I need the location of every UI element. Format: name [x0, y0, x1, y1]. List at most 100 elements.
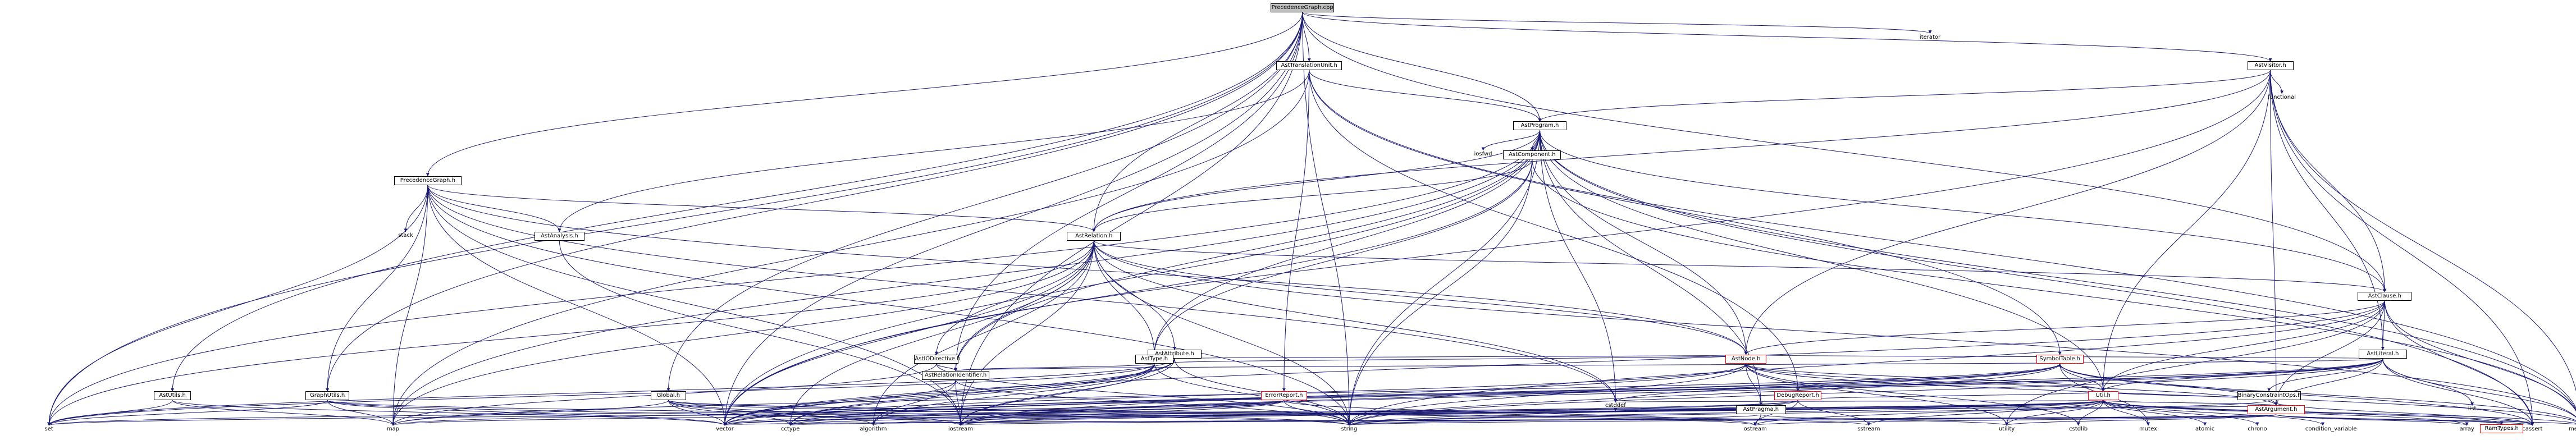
edge-precedencegraph-cpp-to-astvisitor-h: [1302, 12, 2272, 62]
node-astprogram-h[interactable]: AstProgram.h: [1513, 121, 1567, 131]
node-algorithm[interactable]: algorithm: [860, 426, 887, 432]
edge-astliteral-h-to-astrelationidentifier-h: [954, 358, 2383, 372]
edge-astvisitor-h-to-cassert: [2270, 70, 2534, 426]
node-astrelationidentifier-h[interactable]: AstRelationIdentifier.h: [922, 370, 989, 380]
edge-astpragma-h-to-utility: [1760, 414, 2008, 426]
node-chrono[interactable]: chrono: [2248, 426, 2267, 432]
node-astnode-h[interactable]: AstNode.h: [1725, 355, 1767, 364]
node-atomic[interactable]: atomic: [2195, 426, 2215, 432]
edge-debugreport-h-to-sstream: [1797, 400, 1871, 426]
edge-util-h-to-iostream: [959, 400, 2104, 426]
edge-astprogram-h-to-map: [391, 130, 1541, 426]
edge-binaryconstraintops-h-to-cassert: [2268, 400, 2534, 426]
node-cctype[interactable]: cctype: [780, 426, 800, 432]
node-util-h[interactable]: Util.h: [2088, 391, 2118, 401]
edge-astprogram-h-to-cstddef: [1540, 130, 1618, 403]
node-functional[interactable]: functional: [2268, 94, 2296, 100]
edge-asttranslationunit-h-to-astanalysis-h: [558, 70, 1310, 232]
node-asttype-h[interactable]: AstType.h: [1135, 355, 1174, 364]
node-cstddef[interactable]: cstddef: [1605, 402, 1626, 409]
node-graphutils-h[interactable]: GraphUtils.h: [305, 391, 349, 401]
edge-debugreport-h-to-iostream: [959, 400, 1798, 426]
node-cassert[interactable]: cassert: [2522, 426, 2543, 432]
node-global-h[interactable]: Global.h: [650, 391, 687, 401]
edge-astrelationidentifier-h-to-algorithm: [871, 379, 956, 426]
edge-astclause-h-to-utility: [2005, 301, 2385, 426]
node-asttranslationunit-h[interactable]: AstTranslationUnit.h: [1276, 61, 1342, 71]
node-vector[interactable]: vector: [716, 426, 734, 432]
edge-precedencegraph-h-to-astrelation-h: [427, 185, 1096, 232]
node-stack[interactable]: stack: [398, 232, 413, 239]
node-astrelation-h[interactable]: AstRelation.h: [1067, 231, 1121, 241]
node-array[interactable]: array: [2459, 426, 2474, 432]
node-string[interactable]: string: [1341, 426, 1358, 432]
node-utility[interactable]: utility: [1998, 426, 2015, 432]
node-astliteral-h[interactable]: AstLiteral.h: [2359, 350, 2407, 359]
edge-precedencegraph-cpp-to-global-h: [666, 12, 1303, 392]
node-sstream[interactable]: sstream: [1857, 426, 1880, 432]
node-symboltable-h[interactable]: SymbolTable.h: [2036, 355, 2084, 364]
edge-astvisitor-h-to-astprogram-h: [1538, 70, 2271, 122]
edge-astrelation-h-to-string: [1093, 240, 1351, 426]
node-list[interactable]: list: [2468, 406, 2477, 412]
edge-symboltable-h-to-map: [391, 363, 2061, 426]
node-astcomponent-h[interactable]: AstComponent.h: [1503, 150, 1561, 159]
node-map[interactable]: map: [386, 426, 400, 432]
node-iostream[interactable]: iostream: [948, 426, 973, 432]
node-precedencegraph-h[interactable]: PrecedenceGraph.h: [394, 176, 462, 185]
node-astiodirective-h[interactable]: AstIODirective.h: [914, 355, 960, 364]
node-mutex[interactable]: mutex: [2139, 426, 2157, 432]
node-memory[interactable]: memory: [2568, 426, 2576, 432]
edge-astrelation-h-to-set: [47, 240, 1094, 426]
edge-astcomponent-h-to-string: [1347, 159, 1533, 426]
edge-precedencegraph-cpp-to-astrelationidentifier-h: [954, 12, 1303, 372]
edge-asttype-h-to-astrelationidentifier-h: [954, 363, 1155, 372]
edge-graphutils-h-to-map: [327, 400, 395, 426]
node-condition-variable[interactable]: condition_variable: [2305, 426, 2357, 432]
edge-astvisitor-h-to-astnode-h: [1744, 70, 2271, 355]
edge-util-h-to-vector: [723, 400, 2104, 426]
node-astpragma-h[interactable]: AstPragma.h: [1735, 405, 1786, 415]
node-iosfwd[interactable]: iosfwd: [1474, 150, 1492, 157]
edge-astprogram-h-to-astclause-h: [1540, 130, 2387, 292]
node-iterator[interactable]: iterator: [1919, 34, 1941, 40]
node-set[interactable]: set: [44, 426, 53, 432]
edge-astrelation-h-to-memory: [1093, 240, 2576, 418]
edge-astutils-h-to-set: [47, 400, 173, 426]
node-cstdlib[interactable]: cstdlib: [2069, 426, 2088, 432]
edge-precedencegraph-h-to-string: [427, 185, 1351, 426]
node-debugreport-h[interactable]: DebugReport.h: [1774, 391, 1822, 401]
node-ostream[interactable]: ostream: [1743, 426, 1767, 432]
edge-astpragma-h-to-ostream: [1753, 414, 1761, 426]
node-astanalysis-h[interactable]: AstAnalysis.h: [534, 231, 584, 241]
edge-astprogram-h-to-cassert: [1540, 130, 2534, 426]
edge-astargument-h-to-cassert: [2276, 414, 2534, 426]
node-ramtypes-h[interactable]: RamTypes.h: [2479, 424, 2524, 433]
edge-precedencegraph-h-to-cstddef: [427, 185, 1618, 403]
node-errorreport-h[interactable]: ErrorReport.h: [1260, 391, 1307, 401]
node-astvisitor-h[interactable]: AstVisitor.h: [2247, 61, 2294, 71]
edge-astclause-h-to-astliteral-h: [2381, 301, 2385, 350]
edge-astprogram-h-to-string: [1347, 130, 1541, 426]
edge-astpragma-h-to-astnode-h: [1744, 363, 1761, 406]
edge-asttranslationunit-h-to-map: [391, 70, 1310, 426]
edge-astvisitor-h-to-util-h: [2101, 70, 2271, 392]
edge-precedencegraph-cpp-to-astprogram-h: [1302, 12, 1542, 122]
edge-asttype-h-to-astnode-h: [1154, 354, 1747, 364]
node-precedencegraph-cpp[interactable]: PrecedenceGraph.cpp: [1271, 3, 1335, 12]
edge-astrelation-h-to-astiodirective-h: [934, 240, 1094, 355]
edge-asttranslationunit-h-to-memory: [1309, 70, 2576, 409]
node-astutils-h[interactable]: AstUtils.h: [153, 391, 191, 401]
edge-astprogram-h-to-astnode-h: [1540, 130, 1748, 355]
edge-astargument-h-to-array: [2276, 414, 2469, 426]
edge-util-h-to-cstdlib: [2076, 400, 2104, 426]
edge-astrelation-h-to-asttype-h: [1093, 240, 1156, 355]
node-binaryconstraintops-h[interactable]: BinaryConstraintOps.h: [2237, 391, 2301, 401]
edge-util-h-to-memory: [2103, 400, 2576, 424]
edge-astrelation-h-to-map: [391, 240, 1094, 426]
node-astargument-h[interactable]: AstArgument.h: [2247, 405, 2305, 415]
node-astclause-h[interactable]: AstClause.h: [2358, 292, 2412, 301]
edge-astprogram-h-to-set: [47, 130, 1541, 426]
edge-graphutils-h-to-set: [47, 400, 328, 426]
